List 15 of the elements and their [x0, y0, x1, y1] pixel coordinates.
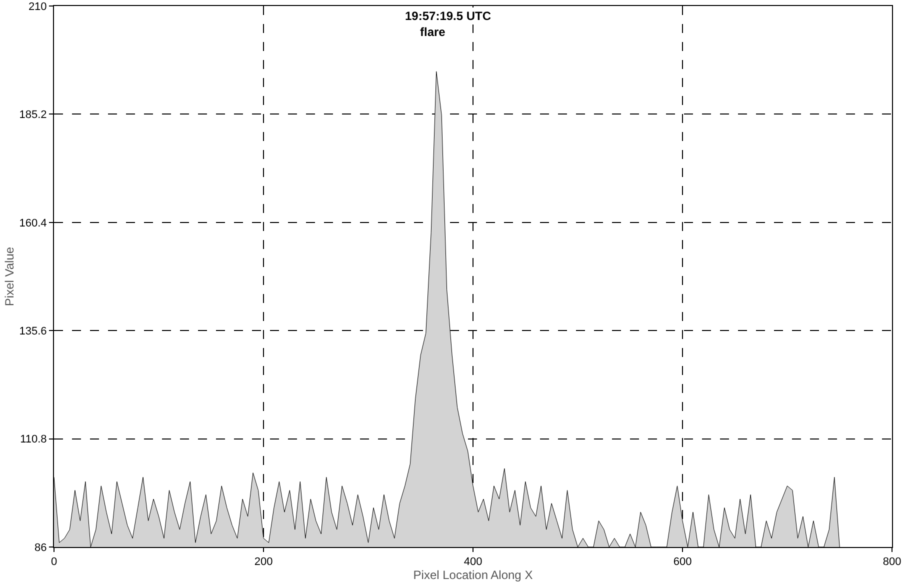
x-tick-label: 200	[254, 556, 273, 568]
y-tick-label: 185.2	[19, 109, 47, 122]
y-tick-label: 110.8	[20, 434, 47, 446]
text: flare	[420, 25, 446, 39]
y-tick-label: 86	[34, 542, 47, 554]
x-tick-label: 800	[882, 556, 902, 568]
x-tick-label: 400	[464, 556, 482, 568]
y-axis-title: Pixel Value	[2, 246, 17, 306]
y-tick-label: 135.6	[19, 325, 47, 338]
chart-title: 19:57:19.5 UTC	[405, 9, 492, 23]
y-tick-label: 210	[28, 0, 47, 13]
x-axis-title: Pixel Location Along X	[413, 568, 533, 582]
y-tick-label: 160.4	[19, 217, 47, 230]
x-tick-label: 0	[50, 556, 58, 568]
x-tick-label: 600	[673, 556, 692, 568]
